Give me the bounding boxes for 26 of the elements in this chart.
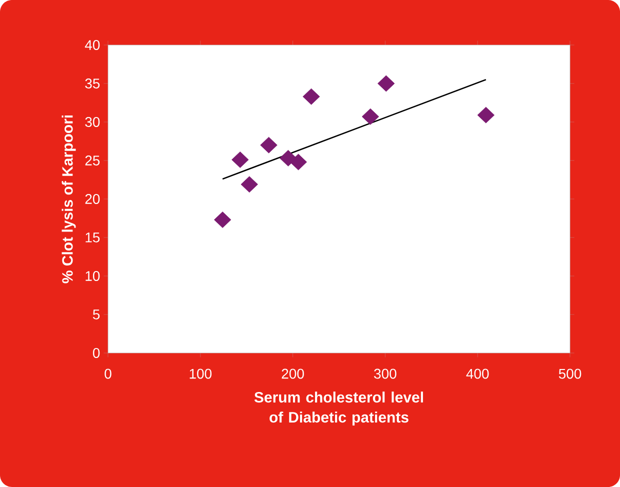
y-tick-label: 5 <box>92 310 100 320</box>
y-axis-title: % Clot lysis of Karpoori <box>62 115 76 284</box>
point <box>214 212 232 228</box>
x-tick-label: 400 <box>466 368 489 379</box>
x-axis-title: Serum cholesterol level of Diabetic patients <box>254 392 423 426</box>
point <box>302 88 320 105</box>
y-tick-label: 10 <box>86 271 100 281</box>
y-tick-label: 20 <box>85 194 100 204</box>
x-tick-label: 500 <box>558 368 582 379</box>
x-tick-label: 100 <box>190 368 212 379</box>
point <box>290 154 307 170</box>
point <box>477 106 495 124</box>
y-tick-label: 30 <box>85 117 100 127</box>
point <box>378 75 395 92</box>
y-tick-label: 25 <box>85 156 100 166</box>
point <box>240 176 258 193</box>
x-tick-label: 0 <box>104 368 112 379</box>
y-tick-label: 40 <box>84 40 100 50</box>
point <box>260 136 278 154</box>
y-tick-label: 0 <box>92 348 100 358</box>
x-tick-label: 300 <box>374 368 396 379</box>
x-tick-label: 200 <box>282 368 304 379</box>
point <box>362 108 380 125</box>
y-tick-label: 35 <box>85 78 100 88</box>
point <box>232 152 249 168</box>
y-tick-label: 15 <box>86 232 100 242</box>
